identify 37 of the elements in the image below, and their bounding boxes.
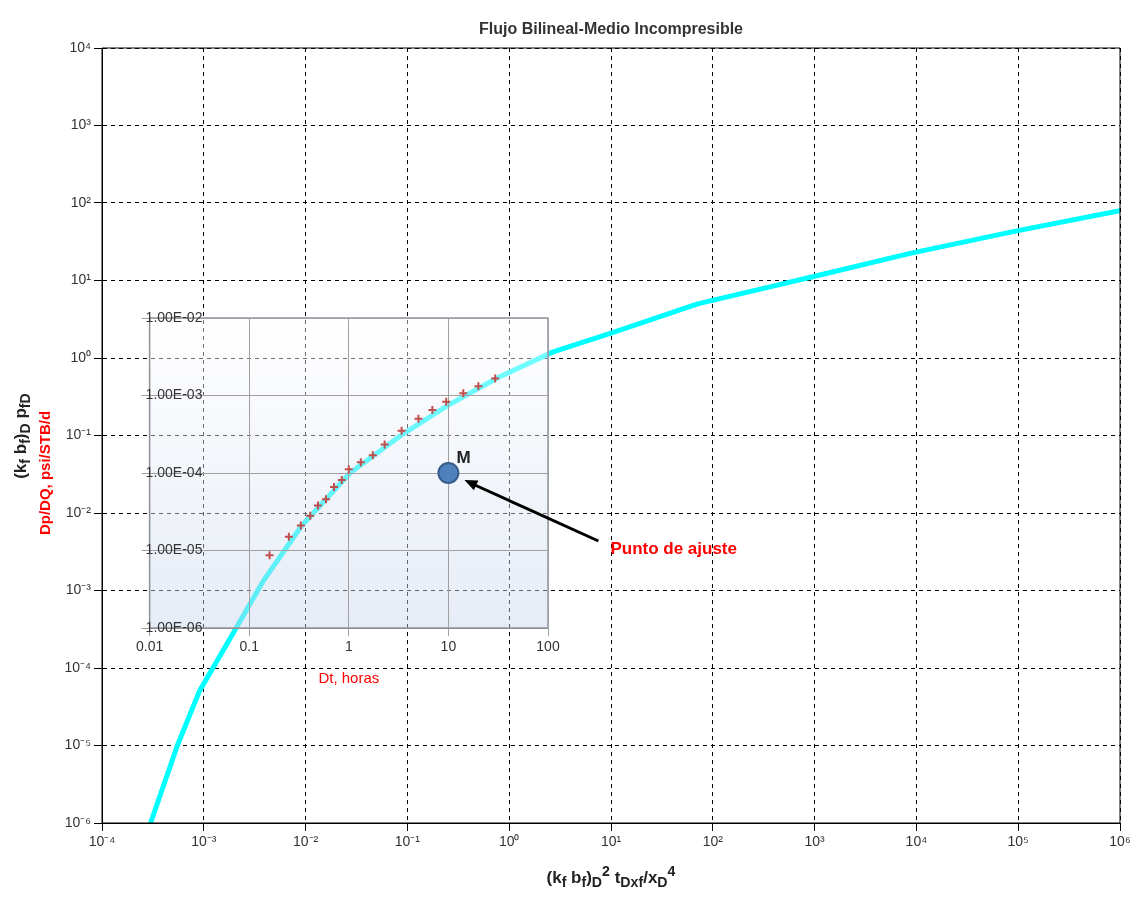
y-tick-label: 10² (70, 193, 92, 210)
annotation: Punto de ajuste (610, 538, 738, 558)
y-axis-title: Dp/DQ, psi/STB/d (35, 410, 53, 535)
x-tick-label: 10 (440, 637, 457, 654)
y-tick-label: 10⁻³ (65, 581, 92, 598)
y-tick-label: 1.00E-05 (145, 541, 203, 558)
x-tick-label: 10⁻³ (191, 833, 217, 850)
y-tick-label: 10⁴ (69, 38, 91, 55)
x-tick-label: 10⁶ (1109, 833, 1131, 850)
x-tick-label: 1 (345, 637, 354, 654)
x-tick-label: 10⁻⁴ (88, 833, 116, 850)
y-tick-label: 10⁻⁴ (64, 658, 91, 675)
x-tick-label: 0.01 (136, 637, 164, 654)
y-tick-label: 10¹ (70, 271, 92, 288)
x-tick-label: 10⁰ (498, 833, 520, 850)
x-tick-label: 10³ (804, 833, 826, 850)
x-tick-label: 0.1 (239, 637, 260, 654)
x-tick-label: 10¹ (600, 833, 622, 850)
x-tick-label: 10⁻² (292, 833, 319, 850)
y-tick-label: 10⁻⁶ (64, 813, 91, 830)
y-tick-label: 1.00E-02 (145, 308, 203, 325)
chart-title: Flujo Bilineal-Medio Incompresible (478, 20, 744, 38)
y-tick-label: 10³ (70, 116, 92, 133)
y-tick-label: 1.00E-04 (145, 463, 203, 480)
y-tick-label: 10⁻² (65, 503, 92, 520)
y-tick-label: 1.00E-03 (145, 386, 203, 403)
y-tick-label: 10⁻⁵ (64, 736, 91, 753)
x-axis-title: Dt, horas (318, 668, 380, 686)
x-tick-label: 10⁵ (1007, 833, 1029, 850)
series-label: M (456, 447, 471, 467)
x-tick-label: 10⁴ (905, 833, 928, 850)
x-tick-label: 10⁻¹ (394, 833, 421, 850)
y-tick-label: 1.00E-06 (145, 618, 203, 635)
y-tick-label: 10⁻¹ (65, 426, 92, 443)
y-tick-label: 10⁰ (70, 348, 91, 365)
x-tick-label: 100 (536, 637, 561, 654)
x-tick-label: 10² (702, 833, 724, 850)
